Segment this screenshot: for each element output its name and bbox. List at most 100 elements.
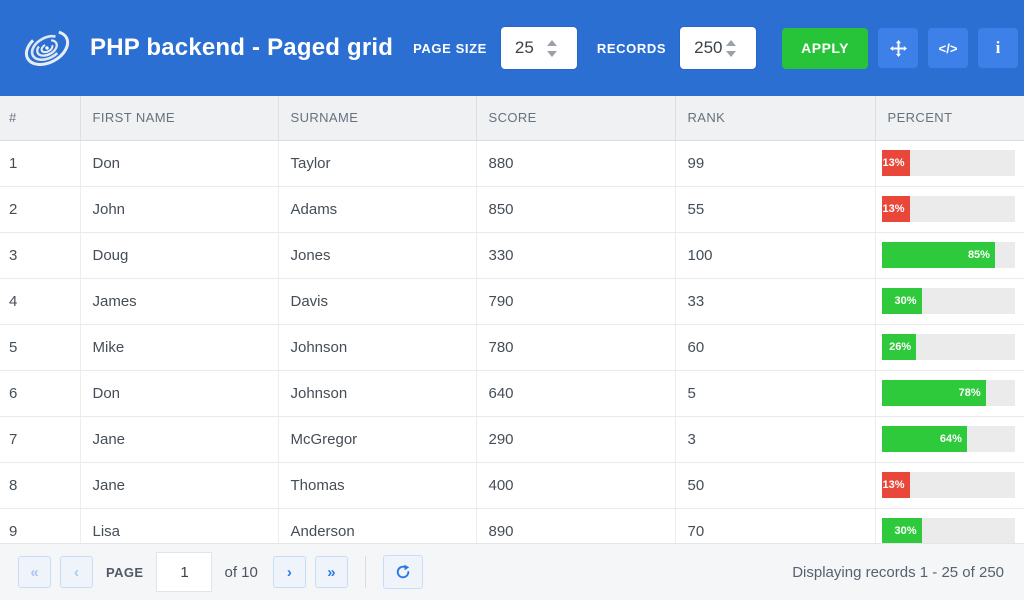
table-row[interactable]: 4 James Davis 790 33 30% [0,278,1024,325]
percent-bar-fill: 13% [881,472,910,498]
spinner-up-icon[interactable] [726,39,737,46]
percent-bar-label: 78% [958,387,981,399]
page-title: PHP backend - Paged grid [90,34,394,61]
percent-bar-label: 30% [894,295,917,307]
col-header-surname: SURNAME [278,96,477,141]
cell-percent: 13% [875,186,1024,233]
cell-score: 290 [476,416,676,463]
cell-num: 1 [0,140,81,187]
percent-bar-fill: 85% [881,242,995,268]
col-header-percent: PERCENT [875,96,1024,141]
cell-percent: 26% [875,324,1024,371]
percent-bar-track: 64% [881,426,1015,452]
info-button[interactable]: i [978,28,1019,68]
cell-score: 330 [476,232,676,279]
table-header-row: # FIRST NAME SURNAME SCORE RANK PERCENT [0,96,1024,141]
table-row[interactable]: 3 Doug Jones 330 100 85% [0,232,1024,279]
percent-bar-track: 13% [881,196,1015,222]
records-input[interactable] [680,38,725,58]
records-stepper[interactable] [680,27,757,69]
cell-first: John [80,186,279,233]
table-row[interactable]: 9 Lisa Anderson 890 70 30% [0,508,1024,543]
cell-score: 850 [476,186,676,233]
cell-surname: Jones [278,232,477,279]
cell-rank: 5 [675,370,876,417]
prev-page-button[interactable]: ‹ [60,556,93,588]
cell-rank: 55 [675,186,876,233]
page-count-label: of 10 [224,563,258,581]
records-spinners [726,39,737,57]
cell-first: Jane [80,462,279,509]
table-row[interactable]: 2 John Adams 850 55 13% [0,186,1024,233]
data-grid: # FIRST NAME SURNAME SCORE RANK PERCENT … [0,96,1024,543]
percent-bar-label: 13% [882,157,905,169]
table-row[interactable]: 7 Jane McGregor 290 3 64% [0,416,1024,463]
refresh-icon [396,564,410,579]
percent-bar-label: 30% [894,525,917,537]
page-size-stepper[interactable] [500,27,577,69]
cell-score: 890 [476,508,676,543]
cell-num: 6 [0,370,81,417]
page-number-input[interactable] [156,552,213,592]
cell-percent: 13% [875,140,1024,187]
cell-surname: Anderson [278,508,477,543]
percent-bar-fill: 64% [881,426,967,452]
percent-bar-track: 13% [881,472,1015,498]
table-row[interactable]: 1 Don Taylor 880 99 13% [0,140,1024,187]
cell-percent: 78% [875,370,1024,417]
percent-bar-track: 78% [881,380,1015,406]
page-label: PAGE [106,564,144,580]
percent-bar-fill: 13% [881,150,910,176]
galaxy-logo-icon [24,30,70,66]
cell-surname: Thomas [278,462,477,509]
table-row[interactable]: 8 Jane Thomas 400 50 13% [0,462,1024,509]
cell-score: 640 [476,370,676,417]
cell-rank: 50 [675,462,876,509]
refresh-button[interactable] [382,555,423,589]
code-icon: </> [938,40,958,56]
cell-surname: McGregor [278,416,477,463]
view-code-button[interactable]: </> [928,28,969,68]
cell-rank: 100 [675,232,876,279]
move-resize-button[interactable] [878,28,919,68]
page-size-input[interactable] [500,38,545,58]
spinner-up-icon[interactable] [546,39,557,46]
cell-score: 790 [476,278,676,325]
table-row[interactable]: 5 Mike Johnson 780 60 26% [0,324,1024,371]
percent-bar-label: 85% [967,249,990,261]
cell-surname: Johnson [278,324,477,371]
cell-first: Don [80,370,279,417]
last-page-icon: » [327,563,336,581]
pager: « ‹ PAGE of 10 › » [18,552,423,592]
percent-bar-track: 30% [881,518,1015,543]
cell-score: 780 [476,324,676,371]
cell-surname: Taylor [278,140,477,187]
table-row[interactable]: 6 Don Johnson 640 5 78% [0,370,1024,417]
cell-percent: 30% [875,278,1024,325]
cell-num: 9 [0,508,81,543]
percent-bar-track: 85% [881,242,1015,268]
percent-bar-fill: 30% [881,288,922,314]
percent-bar-label: 13% [882,479,905,491]
cell-num: 5 [0,324,81,371]
next-page-icon: › [286,563,292,581]
col-header-score: SCORE [476,96,676,141]
cell-surname: Johnson [278,370,477,417]
percent-bar-track: 30% [881,288,1015,314]
percent-bar-label: 64% [939,433,962,445]
last-page-button[interactable]: » [314,556,348,588]
cell-surname: Adams [278,186,477,233]
cell-rank: 60 [675,324,876,371]
spinner-down-icon[interactable] [546,50,557,57]
cell-surname: Davis [278,278,477,325]
toolbar-controls: PAGE SIZE RECORDS APPLY [393,27,1019,69]
cell-percent: 85% [875,232,1024,279]
spinner-down-icon[interactable] [726,50,737,57]
next-page-button[interactable]: › [272,556,306,588]
first-page-button[interactable]: « [18,556,51,588]
records-status: Displaying records 1 - 25 of 250 [792,563,1004,581]
apply-button[interactable]: APPLY [782,27,869,69]
percent-bar-fill: 78% [881,380,986,406]
info-icon: i [995,38,1001,57]
records-label: RECORDS [596,40,667,56]
